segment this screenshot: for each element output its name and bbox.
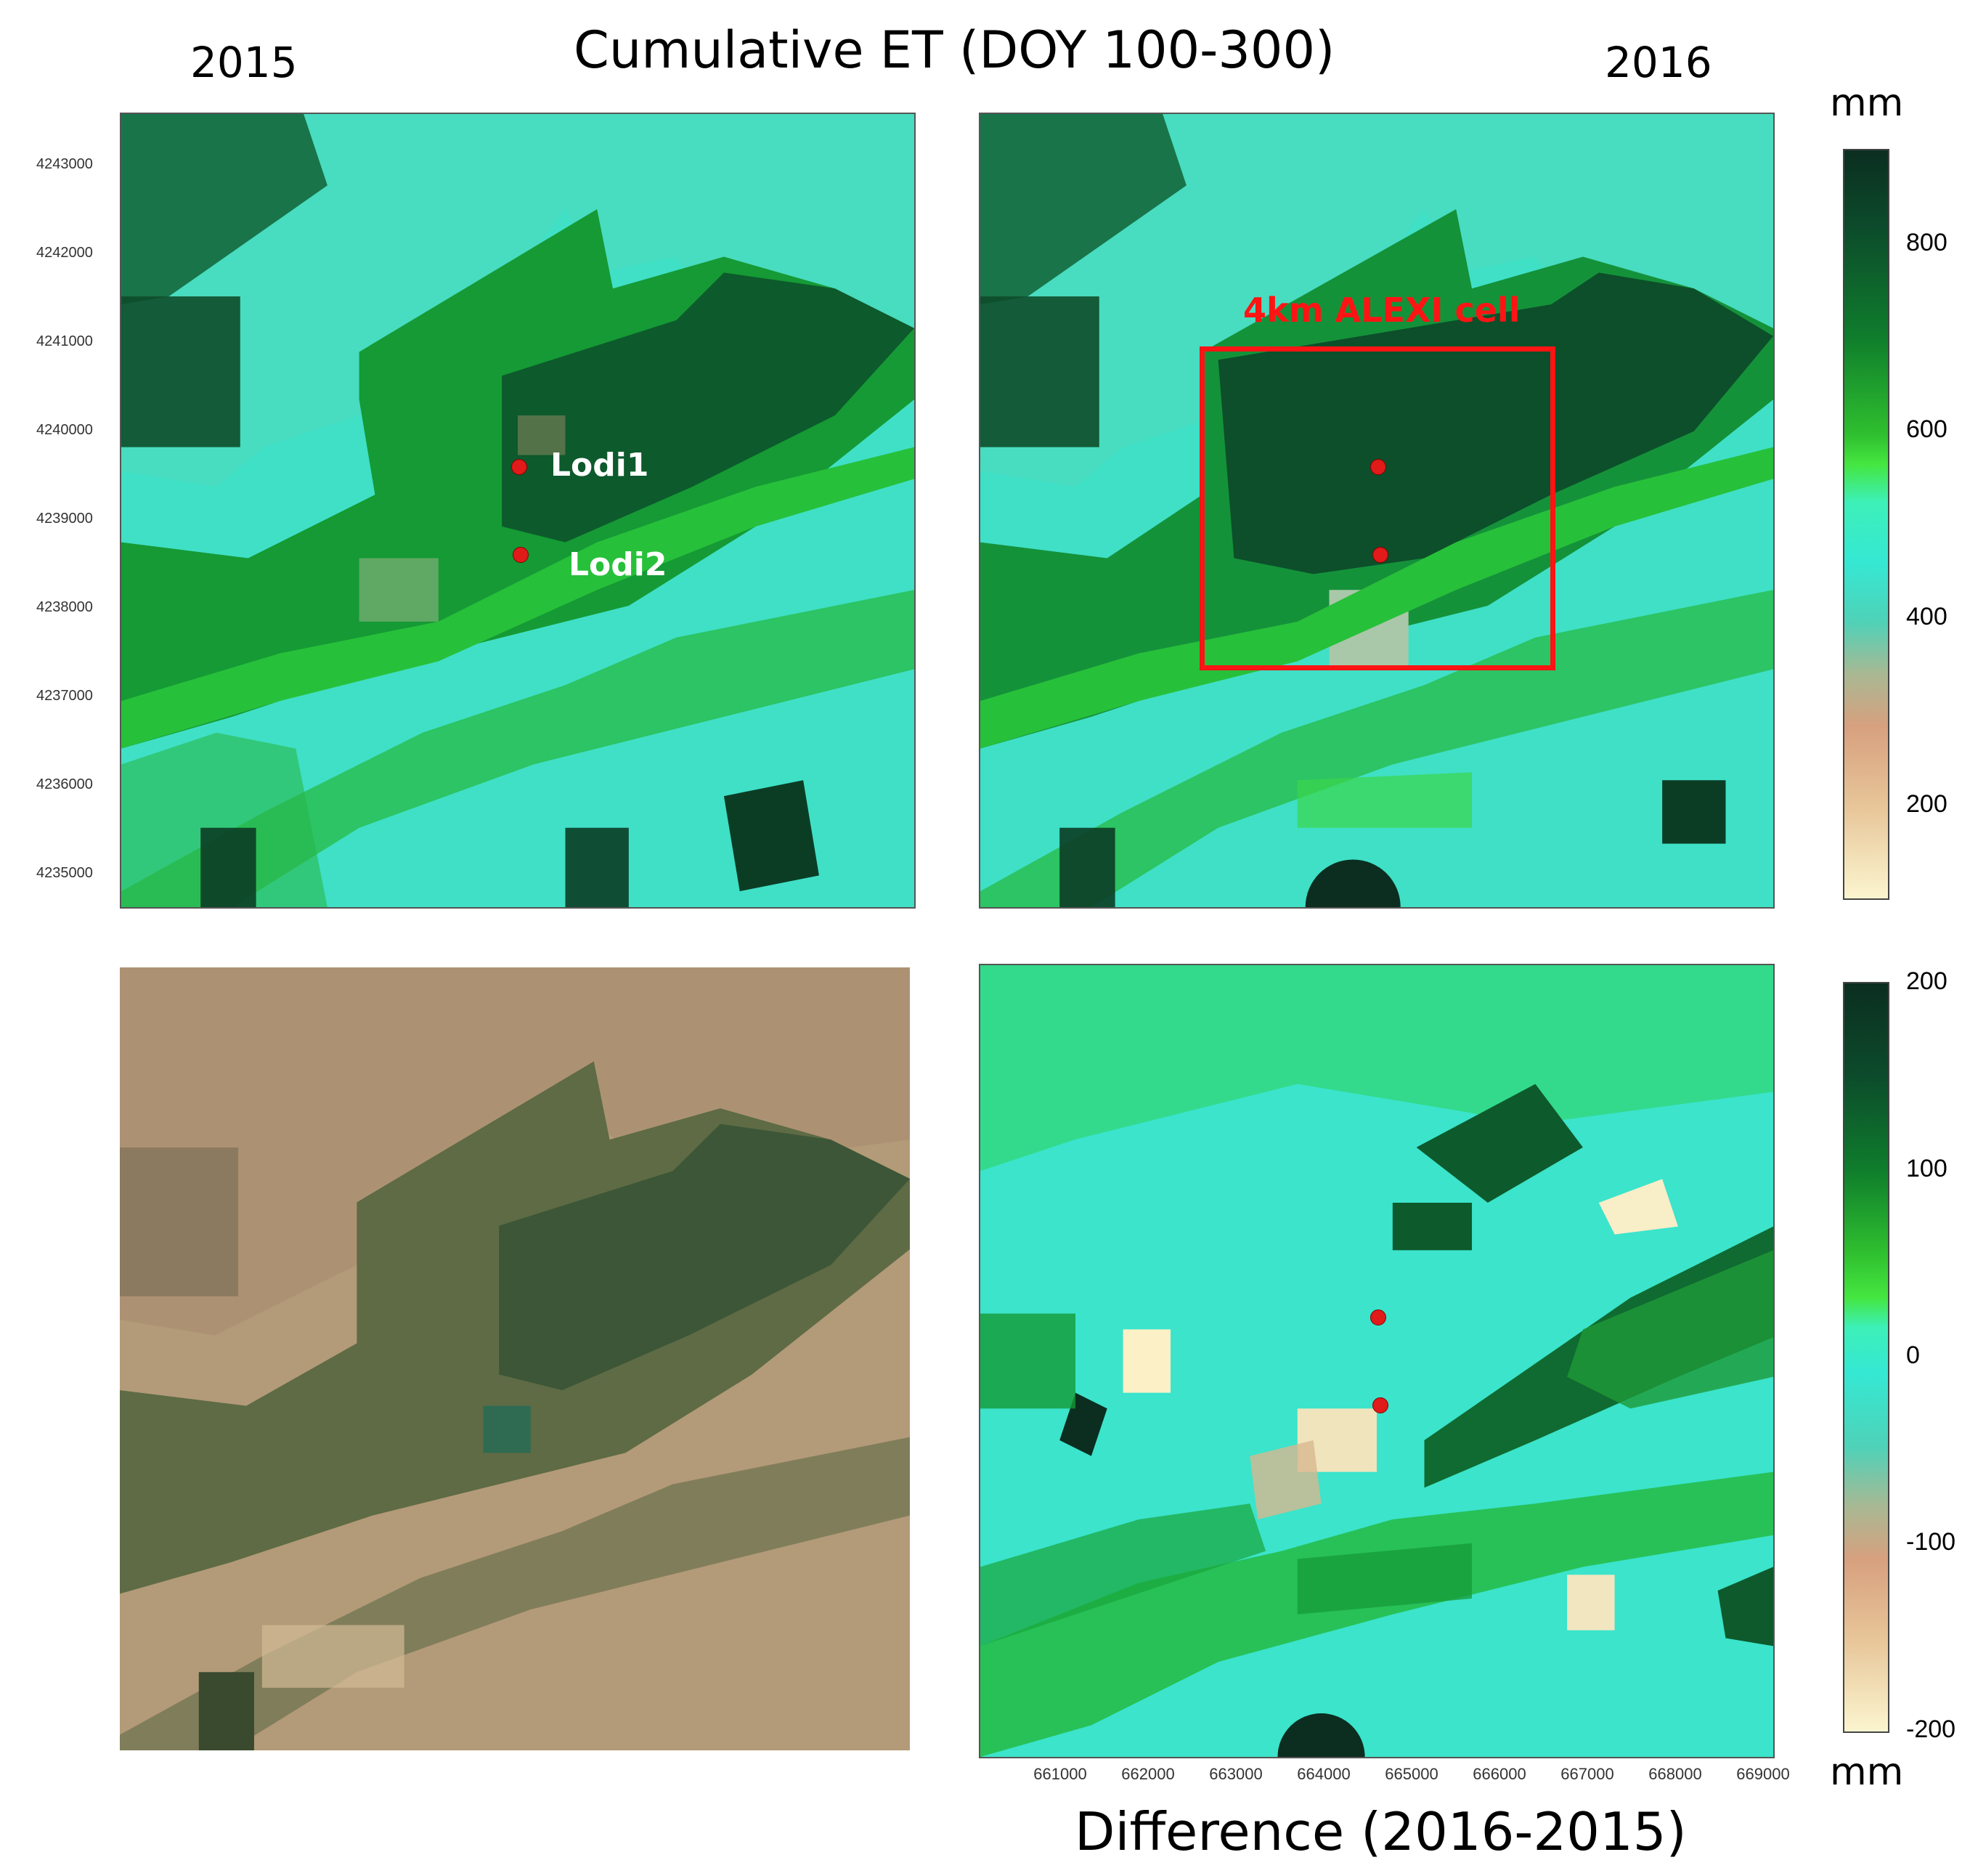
et-colorbar bbox=[1843, 149, 1889, 900]
year-label-2015: 2015 bbox=[190, 38, 298, 87]
colorbar-unit-bottom: mm bbox=[1830, 1750, 1904, 1794]
site-marker-lodi2-diff bbox=[1372, 1397, 1388, 1413]
et-colorbar-tick: 800 bbox=[1906, 229, 1948, 256]
y-tick-label: 4243000 bbox=[36, 156, 93, 172]
alexi-cell-label: 4km ALEXI cell bbox=[1243, 291, 1521, 330]
et-map-2015-image bbox=[121, 114, 914, 907]
y-tick-label: 4236000 bbox=[36, 776, 93, 792]
et-colorbar-tick: 600 bbox=[1906, 415, 1948, 443]
difference-colorbar bbox=[1843, 982, 1889, 1733]
site-marker-lodi1-2016 bbox=[1370, 459, 1386, 475]
satellite-image bbox=[120, 967, 910, 1750]
difference-title: Difference (2016-2015) bbox=[1075, 1801, 1687, 1862]
figure-title: Cumulative ET (DOY 100-300) bbox=[574, 20, 1335, 80]
site-marker-lodi1 bbox=[511, 459, 527, 475]
difference-map bbox=[979, 964, 1775, 1758]
et-map-2015 bbox=[120, 113, 916, 909]
site-marker-lodi2-2016 bbox=[1372, 547, 1388, 563]
y-tick-label: 4239000 bbox=[36, 511, 93, 527]
difference-map-image bbox=[980, 965, 1773, 1757]
et-colorbar-tick: 200 bbox=[1906, 790, 1948, 818]
y-tick-label: 4242000 bbox=[36, 245, 93, 261]
x-tick-label: 668000 bbox=[1648, 1765, 1702, 1783]
x-tick-label: 661000 bbox=[1033, 1765, 1087, 1783]
difference-colorbar-tick: 200 bbox=[1906, 967, 1948, 995]
x-tick-label: 666000 bbox=[1473, 1765, 1526, 1783]
satellite-image-render bbox=[120, 967, 910, 1750]
site-marker-lodi1-diff bbox=[1370, 1309, 1386, 1325]
y-tick-label: 4237000 bbox=[36, 688, 93, 704]
difference-colorbar-tick: -200 bbox=[1906, 1715, 1956, 1743]
x-tick-label: 667000 bbox=[1560, 1765, 1614, 1783]
year-label-2016: 2016 bbox=[1605, 38, 1712, 87]
difference-colorbar-tick: -100 bbox=[1906, 1528, 1956, 1556]
x-tick-label: 665000 bbox=[1385, 1765, 1438, 1783]
site-marker-lodi2 bbox=[513, 547, 529, 563]
y-tick-label: 4235000 bbox=[36, 865, 93, 881]
site-label-lodi1: Lodi1 bbox=[550, 447, 649, 484]
y-tick-label: 4238000 bbox=[36, 599, 93, 615]
alexi-cell-box bbox=[1200, 346, 1555, 670]
y-tick-label: 4240000 bbox=[36, 422, 93, 438]
x-tick-label: 669000 bbox=[1736, 1765, 1790, 1783]
difference-colorbar-tick: 100 bbox=[1906, 1155, 1948, 1182]
x-tick-label: 663000 bbox=[1209, 1765, 1263, 1783]
difference-colorbar-tick: 0 bbox=[1906, 1341, 1920, 1369]
y-tick-label: 4241000 bbox=[36, 333, 93, 349]
colorbar-unit-top: mm bbox=[1830, 81, 1904, 125]
x-tick-label: 662000 bbox=[1121, 1765, 1175, 1783]
et-colorbar-tick: 400 bbox=[1906, 603, 1948, 630]
x-tick-label: 664000 bbox=[1297, 1765, 1351, 1783]
site-label-lodi2: Lodi2 bbox=[569, 546, 667, 583]
